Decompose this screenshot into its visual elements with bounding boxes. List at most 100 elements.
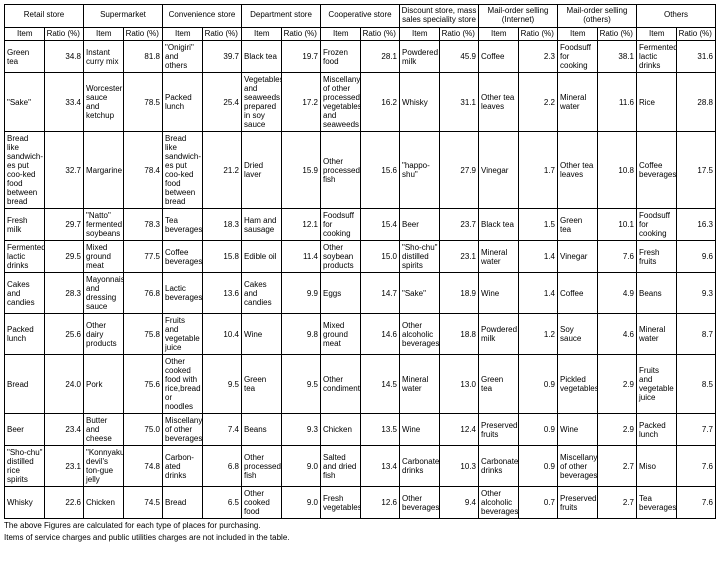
item-cell: Other processed fish <box>242 446 282 487</box>
ratio-cell: 16.2 <box>360 73 400 132</box>
ratio-cell: 15.0 <box>360 241 400 273</box>
ratio-cell: 38.1 <box>597 41 637 73</box>
ratio-cell: 9.3 <box>281 414 321 446</box>
table-row: Green tea34.8Instant curry mix81.8"Onigi… <box>5 41 716 73</box>
item-cell: Black tea <box>242 41 282 73</box>
ratio-cell: 28.3 <box>44 273 84 314</box>
item-cell: Bread like sandwich-es put coo-ked food … <box>5 132 45 209</box>
item-cell: Vinegar <box>558 241 598 273</box>
ratio-cell: 76.8 <box>123 273 163 314</box>
ratio-cell: 11.4 <box>281 241 321 273</box>
ratio-cell: 9.0 <box>281 487 321 519</box>
item-cell: Fermented lactic drinks <box>5 241 45 273</box>
item-cell: Tea beverages <box>637 487 677 519</box>
item-cell: Mixed ground meat <box>321 314 361 355</box>
category-header: Discount store, mass sales speciality st… <box>400 5 479 28</box>
ratio-cell: 78.3 <box>123 209 163 241</box>
item-cell: Green tea <box>5 41 45 73</box>
category-header: Mail-order selling (Internet) <box>479 5 558 28</box>
ratio-header: Ratio (%) <box>360 27 400 41</box>
ratio-header: Ratio (%) <box>281 27 321 41</box>
table-row: Bread like sandwich-es put coo-ked food … <box>5 132 716 209</box>
item-cell: Carbon-ated drinks <box>163 446 203 487</box>
ratio-cell: 9.9 <box>281 273 321 314</box>
ratio-cell: 25.6 <box>44 314 84 355</box>
item-cell: Whisky <box>400 73 440 132</box>
item-cell: Other dairy products <box>84 314 124 355</box>
item-cell: Beans <box>637 273 677 314</box>
ratio-header: Ratio (%) <box>123 27 163 41</box>
ratio-cell: 6.5 <box>202 487 242 519</box>
item-cell: Other condiments <box>321 355 361 414</box>
ratio-cell: 10.3 <box>439 446 479 487</box>
item-cell: Whisky <box>5 487 45 519</box>
ratio-header: Ratio (%) <box>202 27 242 41</box>
category-header: Retail store <box>5 5 84 28</box>
item-cell: "Sake" <box>5 73 45 132</box>
item-cell: Beer <box>400 209 440 241</box>
item-header: Item <box>400 27 440 41</box>
item-cell: "Sho-chu" distilled spirits <box>400 241 440 273</box>
ratio-cell: 15.6 <box>360 132 400 209</box>
item-cell: Carbonated drinks <box>400 446 440 487</box>
item-cell: Mineral water <box>479 241 519 273</box>
table-row: Bread24.0Pork75.6Other cooked food with … <box>5 355 716 414</box>
ratio-cell: 4.6 <box>597 314 637 355</box>
item-cell: Other cooked food <box>242 487 282 519</box>
retail-comparison-table: Retail storeSupermarketConvenience store… <box>4 4 716 519</box>
item-cell: Packed lunch <box>5 314 45 355</box>
ratio-cell: 17.5 <box>676 132 716 209</box>
ratio-header: Ratio (%) <box>597 27 637 41</box>
ratio-cell: 6.8 <box>202 446 242 487</box>
ratio-cell: 23.7 <box>439 209 479 241</box>
item-cell: Pork <box>84 355 124 414</box>
ratio-cell: 1.4 <box>518 273 558 314</box>
item-cell: Chicken <box>84 487 124 519</box>
item-cell: Foodsuff for cooking <box>558 41 598 73</box>
ratio-cell: 9.5 <box>202 355 242 414</box>
ratio-cell: 14.5 <box>360 355 400 414</box>
ratio-cell: 78.5 <box>123 73 163 132</box>
ratio-cell: 14.7 <box>360 273 400 314</box>
ratio-cell: 21.2 <box>202 132 242 209</box>
item-cell: Cakes and candies <box>242 273 282 314</box>
ratio-cell: 28.1 <box>360 41 400 73</box>
item-cell: Butter and cheese <box>84 414 124 446</box>
ratio-cell: 0.9 <box>518 414 558 446</box>
item-cell: Preserved fruits <box>479 414 519 446</box>
ratio-cell: 29.7 <box>44 209 84 241</box>
ratio-cell: 25.4 <box>202 73 242 132</box>
ratio-cell: 11.6 <box>597 73 637 132</box>
item-cell: Cakes and candies <box>5 273 45 314</box>
ratio-cell: 10.4 <box>202 314 242 355</box>
item-cell: Wine <box>479 273 519 314</box>
item-cell: Ham and sausage <box>242 209 282 241</box>
item-cell: Fruits and vegetable juice <box>163 314 203 355</box>
item-cell: Pickled vegetables <box>558 355 598 414</box>
footnote-2: Items of service charges and public util… <box>4 533 716 543</box>
category-header: Mail-order selling (others) <box>558 5 637 28</box>
table-row: Whisky22.6Chicken74.5Bread6.5Other cooke… <box>5 487 716 519</box>
item-cell: Foodsuff for cooking <box>637 209 677 241</box>
ratio-cell: 45.9 <box>439 41 479 73</box>
item-cell: Dried laver <box>242 132 282 209</box>
ratio-cell: 10.1 <box>597 209 637 241</box>
ratio-cell: 2.7 <box>597 487 637 519</box>
item-header: Item <box>558 27 598 41</box>
ratio-cell: 2.9 <box>597 355 637 414</box>
ratio-cell: 9.5 <box>281 355 321 414</box>
item-cell: Bread like sandwich-es put coo-ked food … <box>163 132 203 209</box>
item-cell: Coffee beverages <box>637 132 677 209</box>
ratio-cell: 9.3 <box>676 273 716 314</box>
item-cell: Carbonated drinks <box>479 446 519 487</box>
item-cell: Green tea <box>242 355 282 414</box>
ratio-cell: 32.7 <box>44 132 84 209</box>
item-cell: Worcester sauce and ketchup <box>84 73 124 132</box>
item-cell: Tea beverages <box>163 209 203 241</box>
ratio-cell: 18.9 <box>439 273 479 314</box>
category-header: Supermarket <box>84 5 163 28</box>
item-cell: Mineral water <box>558 73 598 132</box>
item-cell: Green tea <box>479 355 519 414</box>
ratio-cell: 1.7 <box>518 132 558 209</box>
ratio-cell: 15.9 <box>281 132 321 209</box>
